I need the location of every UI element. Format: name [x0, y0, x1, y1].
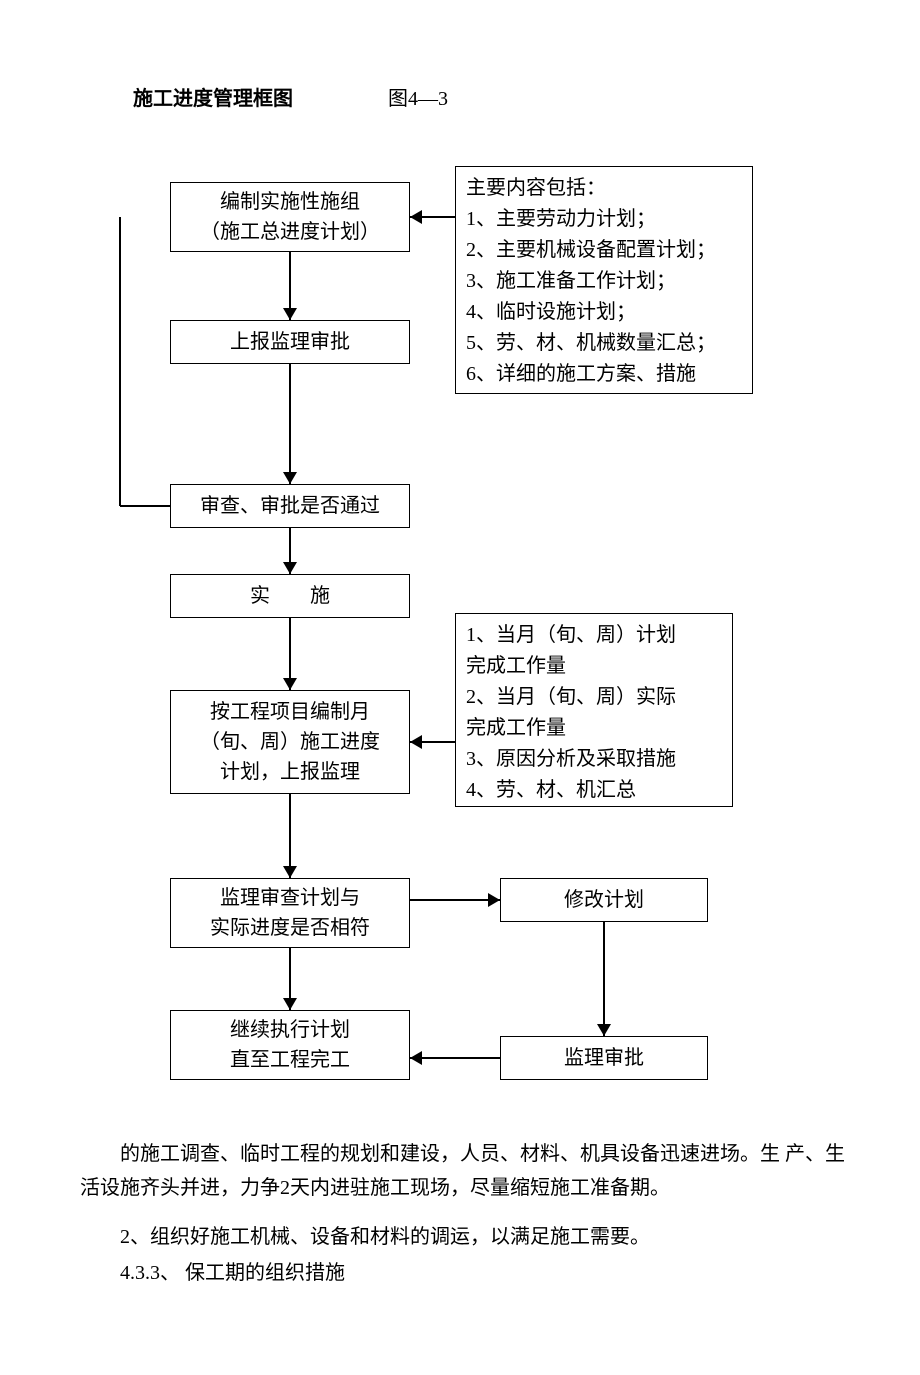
connector	[120, 505, 170, 507]
flow-node-label: 审查、审批是否通过	[200, 491, 380, 521]
flow-node-label: 1、主要劳动力计划；	[466, 204, 742, 235]
flow-node-label: 继续执行计划	[230, 1015, 350, 1045]
flow-node-n4: 实 施	[170, 574, 410, 618]
arrow-down-icon	[283, 866, 297, 878]
arrow-left-icon	[410, 210, 422, 224]
arrow-left-icon	[410, 1051, 422, 1065]
flow-node-label: 2、当月（旬、周）实际	[466, 682, 722, 713]
flow-node-label: 上报监理审批	[230, 327, 350, 357]
arrow-down-icon	[283, 472, 297, 484]
connector	[410, 1057, 500, 1059]
arrow-down-icon	[283, 678, 297, 690]
flow-node-label: 直至工程完工	[230, 1045, 350, 1075]
flow-node-label: 主要内容包括：	[466, 173, 742, 204]
flow-node-label: 按工程项目编制月	[210, 697, 370, 727]
flow-node-label: 4、劳、材、机汇总	[466, 775, 722, 806]
flow-node-label: 3、施工准备工作计划；	[466, 266, 742, 297]
connector	[410, 899, 500, 901]
flow-node-n1: 编制实施性施组（施工总进度计划）	[170, 182, 410, 252]
body-paragraph: 4.3.3、 保工期的组织措施	[80, 1256, 850, 1290]
flow-node-n9: 监理审批	[500, 1036, 708, 1080]
flow-node-n_info2: 1、当月（旬、周）计划完成工作量2、当月（旬、周）实际完成工作量3、原因分析及采…	[455, 613, 733, 807]
page-subtitle: 图4—3	[388, 82, 448, 111]
flow-node-label: 6、详细的施工方案、措施	[466, 359, 742, 390]
flow-node-label: 监理审批	[564, 1043, 644, 1073]
flow-node-label: 实 施	[250, 581, 330, 611]
arrow-down-icon	[283, 562, 297, 574]
flow-node-n3: 审查、审批是否通过	[170, 484, 410, 528]
flow-node-label: 修改计划	[564, 885, 644, 915]
page-title: 施工进度管理框图	[133, 82, 293, 111]
body-paragraph: 2、组织好施工机械、设备和材料的调运，以满足施工需要。	[80, 1220, 850, 1254]
flow-node-label: 实际进度是否相符	[210, 913, 370, 943]
flow-node-n6: 监理审查计划与实际进度是否相符	[170, 878, 410, 948]
flow-node-n_info1: 主要内容包括：1、主要劳动力计划；2、主要机械设备配置计划；3、施工准备工作计划…	[455, 166, 753, 394]
flow-node-label: （施工总进度计划）	[200, 217, 380, 247]
flow-node-label: 编制实施性施组	[220, 187, 360, 217]
flow-node-label: 计划，上报监理	[220, 757, 360, 787]
flow-node-label: 监理审查计划与	[220, 883, 360, 913]
flow-node-n5: 按工程项目编制月（旬、周）施工进度计划，上报监理	[170, 690, 410, 794]
connector	[289, 364, 291, 484]
body-paragraph: 的施工调查、临时工程的规划和建设，人员、材料、机具设备迅速进场。生 产、生活设施…	[80, 1137, 850, 1205]
arrow-down-icon	[283, 998, 297, 1010]
flow-node-label: 4、临时设施计划；	[466, 297, 742, 328]
flow-node-label: 2、主要机械设备配置计划；	[466, 235, 742, 266]
connector	[603, 922, 605, 1036]
arrow-down-icon	[597, 1024, 611, 1036]
flow-node-n2: 上报监理审批	[170, 320, 410, 364]
connector	[119, 217, 121, 506]
arrow-down-icon	[283, 308, 297, 320]
flow-node-label: 完成工作量	[466, 713, 722, 744]
flow-node-label: 完成工作量	[466, 651, 722, 682]
flow-node-label: 5、劳、材、机械数量汇总；	[466, 328, 742, 359]
flow-node-n7: 修改计划	[500, 878, 708, 922]
arrow-right-icon	[488, 893, 500, 907]
arrow-left-icon	[410, 735, 422, 749]
flow-node-label: 1、当月（旬、周）计划	[466, 620, 722, 651]
flow-node-n8: 继续执行计划直至工程完工	[170, 1010, 410, 1080]
flow-node-label: 3、原因分析及采取措施	[466, 744, 722, 775]
flow-node-label: （旬、周）施工进度	[200, 727, 380, 757]
